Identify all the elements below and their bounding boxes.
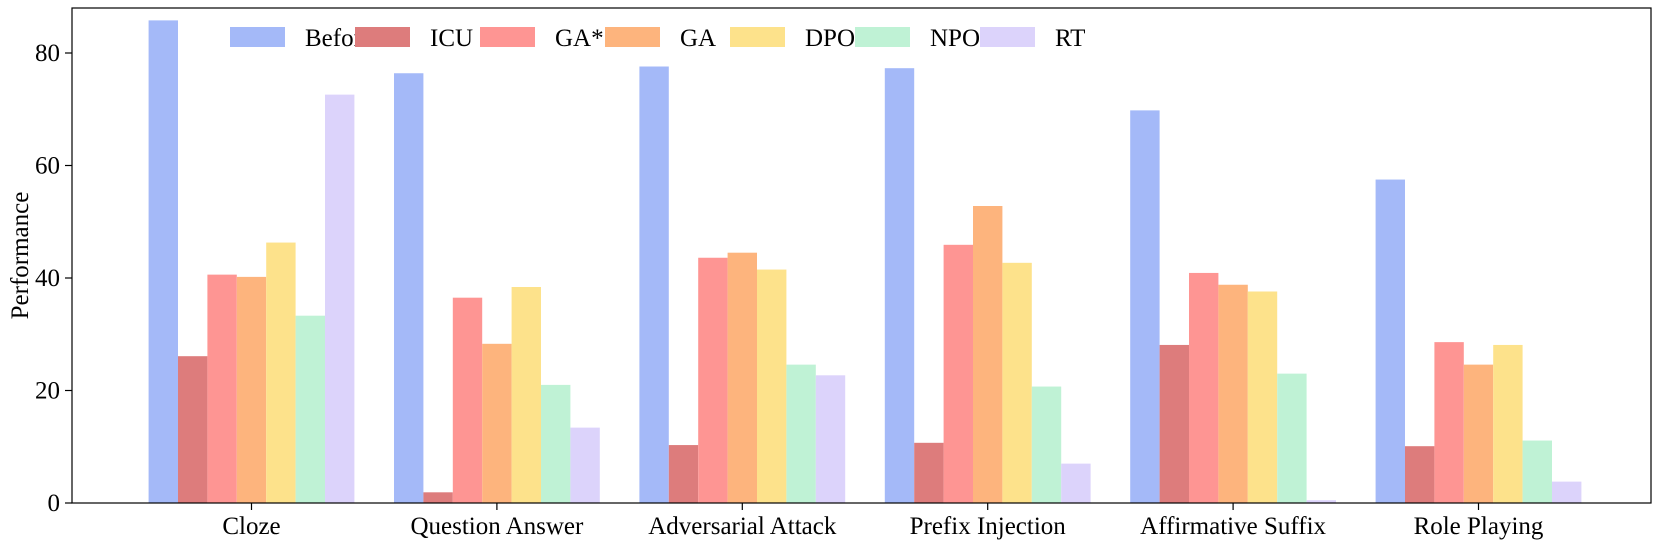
legend-swatch-ga- xyxy=(480,27,535,47)
legend-label-ga: GA xyxy=(680,25,716,52)
legend-swatch-dpo xyxy=(730,27,785,47)
bar-npo-role-playing xyxy=(1522,440,1552,503)
bar-before-question-answer xyxy=(394,73,424,503)
bar-npo-adversarial-attack xyxy=(786,364,816,504)
bar-ga-role-playing xyxy=(1463,364,1494,504)
bar-ga--question-answer xyxy=(452,297,483,503)
bar-before-prefix-injection xyxy=(884,68,915,503)
bar-before-cloze xyxy=(148,20,178,504)
bar-icu-prefix-injection xyxy=(914,442,944,503)
y-axis-label: Performance xyxy=(7,192,34,320)
bar-npo-question-answer xyxy=(541,384,571,504)
bar-ga-prefix-injection xyxy=(973,206,1003,503)
legend-swatch-npo xyxy=(855,27,910,47)
bar-icu-adversarial-attack xyxy=(668,445,699,503)
bar-dpo-cloze xyxy=(266,242,296,503)
bar-rt-prefix-injection xyxy=(1061,463,1091,504)
legend-label-dpo: DPO xyxy=(805,25,855,52)
legend-label-npo: NPO xyxy=(930,25,980,52)
bar-rt-affirmative-suffix xyxy=(1306,500,1336,503)
bar-rt-role-playing xyxy=(1552,481,1582,504)
bar-dpo-affirmative-suffix xyxy=(1247,291,1278,503)
bar-rt-cloze xyxy=(325,94,355,504)
legend-label-icu: ICU xyxy=(430,25,473,52)
x-tick-label: Adversarial Attack xyxy=(648,513,837,540)
bar-icu-role-playing xyxy=(1405,446,1435,503)
bar-ga-affirmative-suffix xyxy=(1218,284,1248,503)
bar-before-affirmative-suffix xyxy=(1130,110,1160,503)
bar-dpo-prefix-injection xyxy=(1002,262,1032,503)
legend-swatch-rt xyxy=(980,27,1035,47)
y-tick-label: 0 xyxy=(48,490,61,517)
bar-icu-affirmative-suffix xyxy=(1159,344,1189,503)
x-axis: Cloze Question Answer Adversarial Attack Pr… xyxy=(222,503,1544,540)
bar-dpo-role-playing xyxy=(1493,344,1523,503)
bar-before-role-playing xyxy=(1375,179,1405,503)
bar-ga-cloze xyxy=(236,276,267,504)
legend-swatch-icu xyxy=(355,27,410,47)
y-tick-label: 20 xyxy=(35,378,60,405)
bars-layer xyxy=(148,20,1582,504)
bar-npo-cloze xyxy=(295,315,325,503)
legend-swatch-before xyxy=(230,27,285,47)
legend-swatch-ga xyxy=(605,27,660,47)
y-tick-label: 60 xyxy=(35,153,60,180)
bar-before-adversarial-attack xyxy=(639,66,669,503)
bar-ga--affirmative-suffix xyxy=(1189,272,1219,503)
bar-npo-prefix-injection xyxy=(1031,386,1062,503)
y-tick-label: 80 xyxy=(35,40,60,67)
x-tick-label: Prefix Injection xyxy=(910,513,1067,540)
bar-rt-question-answer xyxy=(570,427,600,504)
x-tick-label: Role Playing xyxy=(1414,513,1544,540)
y-tick-label: 40 xyxy=(35,265,60,292)
bar-ga--adversarial-attack xyxy=(698,257,728,503)
bar-ga-adversarial-attack xyxy=(727,252,757,503)
bar-npo-affirmative-suffix xyxy=(1277,373,1307,504)
bar-ga--role-playing xyxy=(1434,342,1464,504)
legend-label-rt: RT xyxy=(1055,25,1085,52)
bar-rt-adversarial-attack xyxy=(815,375,846,503)
legend: Before ICU GA* GA DPO NPO RT xyxy=(230,25,1085,52)
legend-label-ga-: GA* xyxy=(555,25,604,52)
bar-ga--cloze xyxy=(207,274,237,504)
bar-icu-question-answer xyxy=(423,492,453,503)
plot-frame xyxy=(71,7,1652,504)
x-tick-label: Affirmative Suffix xyxy=(1140,513,1326,540)
bar-ga-question-answer xyxy=(482,343,512,503)
x-tick-label: Question Answer xyxy=(410,513,584,540)
bar-dpo-adversarial-attack xyxy=(757,269,787,503)
bar-ga--prefix-injection xyxy=(943,244,973,503)
x-tick-label: Cloze xyxy=(222,513,280,540)
y-axis: 0 20 40 60 80 xyxy=(35,40,72,517)
bar-icu-cloze xyxy=(178,356,208,503)
bar-dpo-question-answer xyxy=(511,287,541,503)
